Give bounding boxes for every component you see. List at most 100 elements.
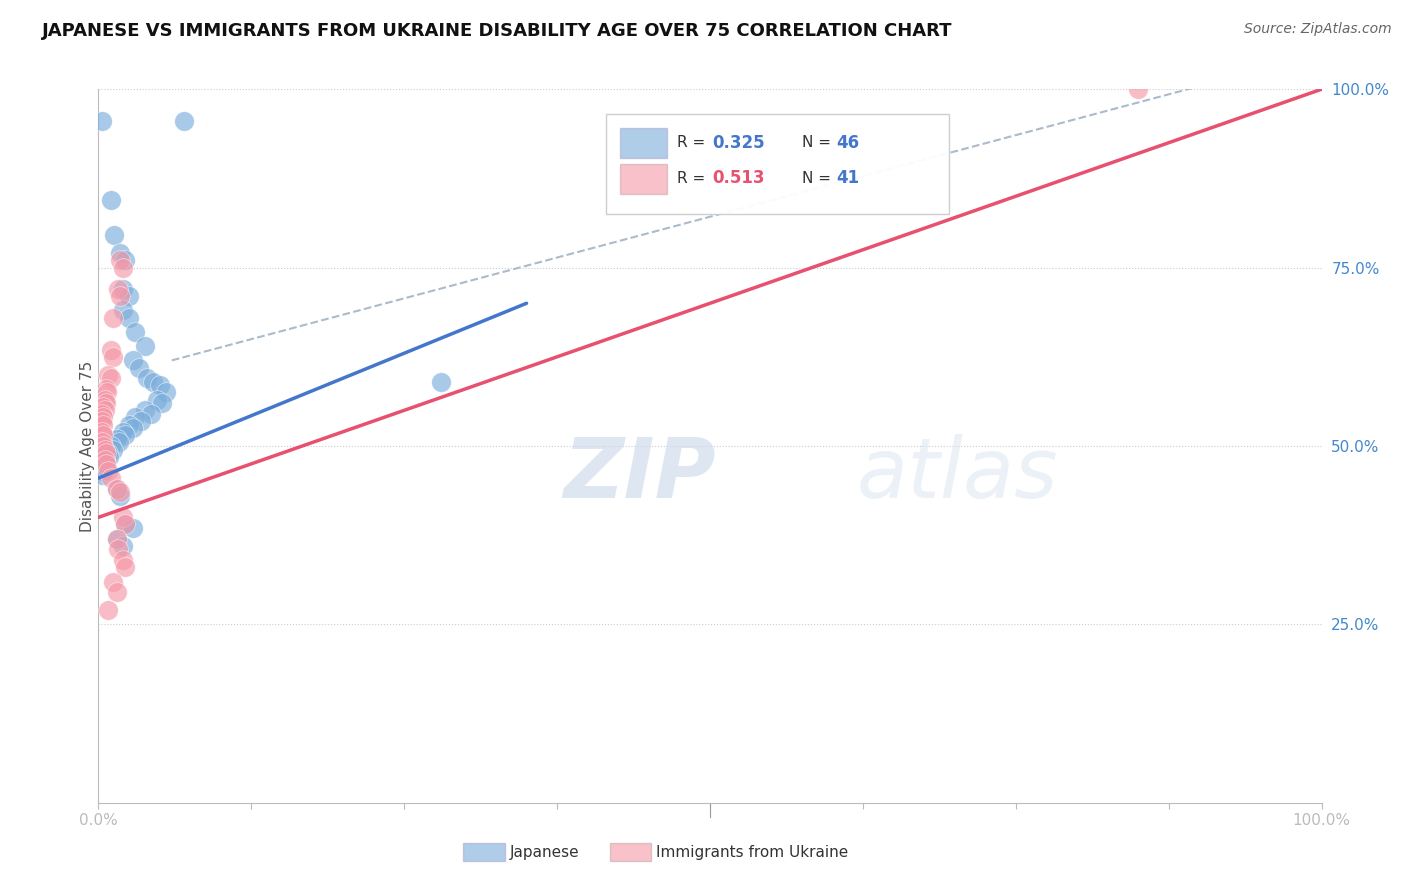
Point bbox=[136, 371, 159, 385]
Point bbox=[100, 193, 122, 207]
Point bbox=[110, 289, 132, 303]
Point bbox=[139, 407, 162, 421]
Point bbox=[110, 253, 132, 268]
FancyBboxPatch shape bbox=[463, 843, 505, 862]
Point bbox=[93, 403, 115, 417]
Text: N =: N = bbox=[801, 171, 835, 186]
Text: R =: R = bbox=[678, 136, 710, 150]
Point bbox=[94, 396, 117, 410]
Text: N =: N = bbox=[801, 136, 835, 150]
Point bbox=[94, 446, 117, 460]
Point bbox=[105, 585, 128, 599]
Point bbox=[91, 425, 114, 439]
Point bbox=[94, 382, 117, 396]
FancyBboxPatch shape bbox=[610, 843, 651, 862]
Point bbox=[110, 246, 132, 260]
Point bbox=[91, 414, 114, 428]
Point bbox=[111, 553, 134, 567]
Point bbox=[108, 435, 131, 450]
Point bbox=[103, 228, 125, 243]
Point bbox=[91, 410, 114, 425]
Point bbox=[101, 350, 124, 364]
Y-axis label: Disability Age Over 75: Disability Age Over 75 bbox=[80, 360, 94, 532]
Point bbox=[114, 517, 136, 532]
Point bbox=[107, 282, 129, 296]
Point bbox=[118, 310, 141, 325]
Text: Immigrants from Ukraine: Immigrants from Ukraine bbox=[657, 845, 848, 860]
Point bbox=[97, 446, 120, 460]
Point bbox=[94, 457, 117, 471]
Point bbox=[105, 532, 128, 546]
Point bbox=[93, 453, 115, 467]
Point bbox=[111, 510, 134, 524]
Text: ZIP: ZIP bbox=[564, 434, 716, 515]
Point bbox=[124, 325, 146, 339]
Point bbox=[118, 289, 141, 303]
Point bbox=[91, 435, 114, 450]
Point bbox=[91, 114, 114, 128]
Point bbox=[121, 421, 143, 435]
Point bbox=[91, 407, 114, 421]
Point bbox=[129, 414, 152, 428]
Point bbox=[91, 417, 114, 432]
Point bbox=[100, 343, 122, 357]
Point bbox=[111, 282, 134, 296]
Point bbox=[1128, 82, 1150, 96]
Point bbox=[100, 471, 122, 485]
Point bbox=[91, 428, 114, 442]
Text: Japanese: Japanese bbox=[509, 845, 579, 860]
Point bbox=[134, 403, 156, 417]
Point bbox=[100, 439, 122, 453]
Point bbox=[91, 439, 114, 453]
Text: atlas: atlas bbox=[856, 434, 1059, 515]
Point bbox=[128, 360, 150, 375]
Point bbox=[118, 417, 141, 432]
Text: 0.325: 0.325 bbox=[713, 134, 765, 152]
Point bbox=[101, 574, 124, 589]
Point bbox=[94, 457, 117, 471]
Point bbox=[96, 385, 118, 400]
FancyBboxPatch shape bbox=[620, 164, 668, 194]
Text: JAPANESE VS IMMIGRANTS FROM UKRAINE DISABILITY AGE OVER 75 CORRELATION CHART: JAPANESE VS IMMIGRANTS FROM UKRAINE DISA… bbox=[42, 22, 953, 40]
Point bbox=[98, 450, 121, 464]
FancyBboxPatch shape bbox=[620, 128, 668, 159]
Point bbox=[124, 410, 146, 425]
Point bbox=[93, 392, 115, 407]
Point bbox=[111, 303, 134, 318]
Point bbox=[93, 453, 115, 467]
Point bbox=[150, 396, 173, 410]
Point bbox=[93, 442, 115, 457]
Point bbox=[134, 339, 156, 353]
Point bbox=[101, 442, 124, 457]
Point bbox=[110, 485, 132, 500]
Point bbox=[114, 517, 136, 532]
Text: R =: R = bbox=[678, 171, 710, 186]
Point bbox=[97, 464, 120, 478]
Text: 46: 46 bbox=[837, 134, 859, 152]
Point bbox=[111, 260, 134, 275]
Point bbox=[105, 432, 128, 446]
Text: 41: 41 bbox=[837, 169, 859, 187]
Point bbox=[97, 603, 120, 617]
Point bbox=[142, 375, 165, 389]
Point bbox=[114, 428, 136, 442]
Point bbox=[111, 425, 134, 439]
Point bbox=[91, 464, 114, 478]
Point bbox=[100, 371, 122, 385]
Point bbox=[430, 375, 453, 389]
Point bbox=[91, 460, 114, 475]
Point bbox=[173, 114, 195, 128]
Point bbox=[121, 353, 143, 368]
Point bbox=[105, 482, 128, 496]
Point bbox=[91, 467, 114, 482]
Point bbox=[91, 400, 114, 414]
FancyBboxPatch shape bbox=[606, 114, 949, 214]
Point bbox=[110, 489, 132, 503]
Text: 0.513: 0.513 bbox=[713, 169, 765, 187]
Point bbox=[149, 378, 172, 392]
Point bbox=[97, 368, 120, 382]
Point bbox=[114, 253, 136, 268]
Point bbox=[101, 310, 124, 325]
Text: Source: ZipAtlas.com: Source: ZipAtlas.com bbox=[1244, 22, 1392, 37]
Point bbox=[107, 542, 129, 557]
